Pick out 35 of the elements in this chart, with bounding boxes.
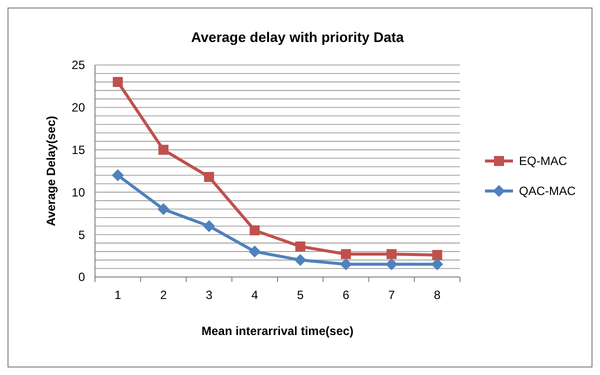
x-tick-label: 6	[342, 288, 350, 302]
point	[340, 258, 352, 270]
point	[204, 172, 214, 182]
y-tick-label: 25	[72, 58, 86, 72]
point	[294, 254, 306, 266]
y-tick-label: 20	[72, 100, 86, 115]
x-tick-label: 4	[251, 288, 258, 302]
y-tick-label: 10	[72, 185, 86, 200]
point	[250, 225, 260, 236]
x-tick-label: 1	[114, 288, 122, 302]
point	[340, 249, 351, 260]
point	[157, 203, 170, 216]
point	[112, 169, 124, 182]
legend-label: EQ-MAC	[519, 154, 568, 168]
y-tick-label: 15	[72, 143, 86, 157]
x-tick-label: 8	[434, 288, 441, 302]
point	[158, 144, 168, 155]
y-tick-label: 0	[78, 270, 86, 284]
y-tick-label: 5	[78, 228, 86, 242]
point	[248, 246, 261, 258]
point	[386, 258, 398, 270]
x-tick-label: 5	[296, 288, 304, 302]
y-axis-title: Average Delay(sec)	[44, 116, 58, 226]
point	[431, 258, 444, 270]
chart-title: Average delay with priority Data	[191, 29, 404, 45]
x-axis-title: Mean interarrival time(sec)	[201, 324, 354, 338]
point	[203, 220, 216, 232]
legend-label: QAC-MAC	[519, 184, 576, 198]
point	[386, 249, 397, 260]
point	[295, 241, 306, 252]
x-tick-label: 2	[160, 288, 168, 302]
point	[432, 250, 442, 260]
point	[112, 76, 123, 87]
x-tick-label: 3	[206, 288, 213, 302]
x-tick-label: 7	[388, 288, 396, 302]
